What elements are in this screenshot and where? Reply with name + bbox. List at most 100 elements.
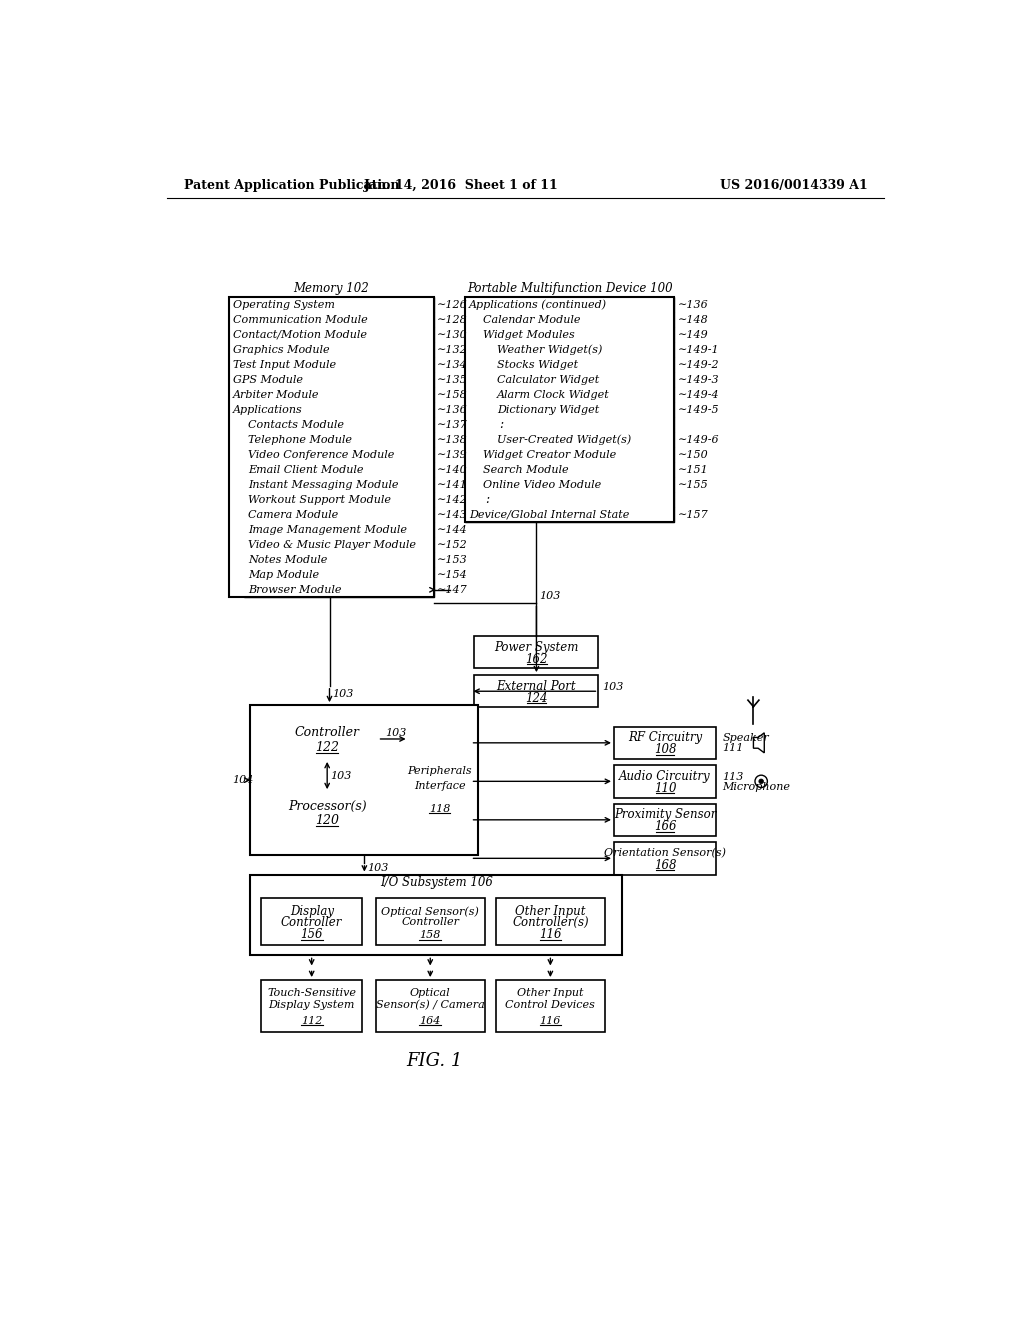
Text: Calendar Module: Calendar Module — [483, 314, 581, 325]
Bar — [465, 507, 675, 523]
Text: Patent Application Publication: Patent Application Publication — [183, 178, 399, 191]
Text: Speaker: Speaker — [722, 733, 769, 743]
Text: Weather Widget(s): Weather Widget(s) — [497, 345, 602, 355]
Bar — [228, 297, 434, 598]
Text: ∼149-1: ∼149-1 — [678, 345, 719, 355]
Text: ∼152: ∼152 — [437, 540, 468, 549]
Text: ∼147: ∼147 — [437, 585, 468, 595]
Text: 168: 168 — [654, 859, 676, 873]
Text: 118: 118 — [429, 804, 451, 813]
Text: ∼151: ∼151 — [678, 465, 709, 475]
Text: 103: 103 — [602, 681, 624, 692]
Text: Optical Sensor(s): Optical Sensor(s) — [381, 907, 479, 917]
Text: ∼149-4: ∼149-4 — [678, 389, 719, 400]
Text: RF Circuitry: RF Circuitry — [628, 731, 702, 744]
Bar — [245, 492, 434, 507]
Text: Workout Support Module: Workout Support Module — [248, 495, 391, 504]
Bar — [493, 358, 675, 372]
Bar — [245, 507, 434, 523]
Bar — [228, 358, 434, 372]
Text: Alarm Clock Widget: Alarm Clock Widget — [497, 389, 609, 400]
Bar — [614, 766, 716, 797]
Text: Arbiter Module: Arbiter Module — [232, 389, 319, 400]
Bar — [465, 297, 675, 312]
Text: Graphics Module: Graphics Module — [232, 345, 330, 355]
Text: Orientation Sensor(s): Orientation Sensor(s) — [604, 849, 726, 858]
Text: Search Module: Search Module — [483, 465, 568, 475]
Text: ∼142: ∼142 — [437, 495, 468, 504]
Bar — [493, 387, 675, 403]
Text: Proximity Sensor: Proximity Sensor — [613, 808, 716, 821]
Text: ∼153: ∼153 — [437, 554, 468, 565]
Text: Contact/Motion Module: Contact/Motion Module — [232, 330, 367, 339]
Text: ∼128: ∼128 — [437, 314, 468, 325]
Bar — [245, 447, 434, 462]
Bar — [245, 462, 434, 478]
Text: 162: 162 — [525, 652, 548, 665]
Text: Touch-Sensitive: Touch-Sensitive — [267, 989, 356, 998]
Bar — [493, 403, 675, 417]
Text: ∼149-2: ∼149-2 — [678, 359, 719, 370]
Text: 156: 156 — [300, 928, 323, 941]
Text: Display System: Display System — [268, 1001, 355, 1010]
Text: Sensor(s) / Camera: Sensor(s) / Camera — [376, 1001, 484, 1010]
Bar — [251, 874, 623, 956]
Text: Image Management Module: Image Management Module — [248, 525, 408, 535]
Bar — [493, 417, 675, 432]
Text: Map Module: Map Module — [248, 570, 319, 579]
Text: Camera Module: Camera Module — [248, 510, 338, 520]
Text: ∼137: ∼137 — [437, 420, 468, 429]
Text: 158: 158 — [420, 929, 441, 940]
Text: ∼139: ∼139 — [437, 450, 468, 459]
Text: 108: 108 — [654, 743, 676, 756]
Text: Contacts Module: Contacts Module — [248, 420, 344, 429]
Bar — [228, 403, 434, 417]
Text: 120: 120 — [315, 814, 339, 828]
Bar — [614, 726, 716, 759]
Text: Microphone: Microphone — [722, 781, 791, 792]
Bar — [465, 297, 675, 523]
Text: ∼155: ∼155 — [678, 479, 709, 490]
Text: ∼149-3: ∼149-3 — [678, 375, 719, 384]
Bar — [261, 898, 362, 945]
Text: Instant Messaging Module: Instant Messaging Module — [248, 479, 398, 490]
Bar — [228, 327, 434, 342]
Bar — [493, 372, 675, 387]
Text: ∼135: ∼135 — [437, 375, 468, 384]
Text: Browser Module: Browser Module — [248, 585, 342, 595]
Text: Communication Module: Communication Module — [232, 314, 368, 325]
Text: 116: 116 — [539, 928, 561, 941]
Bar — [376, 979, 484, 1032]
Text: ∼134: ∼134 — [437, 359, 468, 370]
Text: ∼158: ∼158 — [437, 389, 468, 400]
Text: Widget Modules: Widget Modules — [483, 330, 574, 339]
Text: Online Video Module: Online Video Module — [483, 479, 601, 490]
Text: Jan. 14, 2016  Sheet 1 of 11: Jan. 14, 2016 Sheet 1 of 11 — [364, 178, 559, 191]
Bar — [245, 582, 434, 598]
Text: 113: 113 — [722, 772, 743, 781]
Text: Calculator Widget: Calculator Widget — [497, 375, 599, 384]
Bar — [614, 842, 716, 875]
Text: Test Input Module: Test Input Module — [232, 359, 336, 370]
Text: 110: 110 — [654, 781, 676, 795]
Circle shape — [759, 779, 764, 784]
Text: Email Client Module: Email Client Module — [248, 465, 364, 475]
Text: Portable Multifunction Device 100: Portable Multifunction Device 100 — [467, 282, 673, 296]
Text: ∼136: ∼136 — [437, 405, 468, 414]
Bar — [228, 342, 434, 358]
Bar — [479, 478, 675, 492]
Bar — [245, 417, 434, 432]
Text: 104: 104 — [231, 775, 253, 785]
Text: ∼144: ∼144 — [437, 525, 468, 535]
Bar — [228, 312, 434, 327]
Text: 166: 166 — [654, 821, 676, 833]
Text: Dictionary Widget: Dictionary Widget — [497, 405, 599, 414]
Text: Control Devices: Control Devices — [506, 1001, 595, 1010]
Text: ∼149-5: ∼149-5 — [678, 405, 719, 414]
Bar — [245, 568, 434, 582]
Text: Peripherals: Peripherals — [408, 766, 472, 776]
Text: 124: 124 — [525, 692, 548, 705]
Text: 103: 103 — [333, 689, 354, 698]
Text: ∼143: ∼143 — [437, 510, 468, 520]
Text: Telephone Module: Telephone Module — [248, 434, 352, 445]
